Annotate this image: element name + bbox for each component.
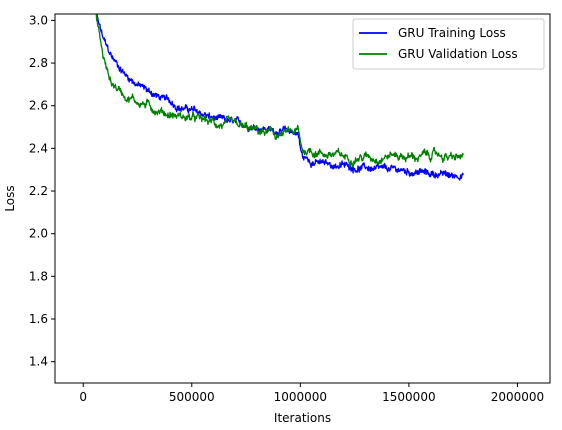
legend: GRU Training Loss GRU Validation Loss (352, 18, 545, 70)
y-tick-label: 3.0 (29, 13, 48, 27)
x-axis: 0 500000 1000000 1500000 2000000 (79, 383, 544, 404)
legend-label-validation: GRU Validation Loss (398, 47, 518, 61)
y-tick-label: 2.0 (29, 227, 48, 241)
series-line-training (95, 14, 464, 181)
y-axis-label: Loss (3, 185, 17, 211)
y-tick-label: 1.6 (29, 312, 48, 326)
y-tick-label: 2.6 (29, 99, 48, 113)
legend-label-training: GRU Training Loss (398, 26, 506, 40)
y-tick-label: 1.4 (29, 355, 48, 369)
legend-box (352, 18, 545, 70)
x-tick-label: 2000000 (491, 390, 544, 404)
y-tick-label: 2.8 (29, 56, 48, 70)
series-line-validation (95, 14, 464, 168)
y-tick-label: 2.4 (29, 141, 48, 155)
y-tick-label: 1.8 (29, 269, 48, 283)
plot-frame (54, 13, 551, 384)
x-tick-label: 1000000 (274, 390, 327, 404)
x-axis-label: Iterations (274, 411, 331, 425)
y-axis: 1.4 1.6 1.8 2.0 2.2 2.4 2.6 2.8 3.0 (29, 13, 55, 369)
x-tick-label: 0 (79, 390, 87, 404)
series-layer (95, 14, 464, 181)
x-tick-label: 1500000 (382, 390, 435, 404)
y-tick-label: 2.2 (29, 184, 48, 198)
x-tick-label: 500000 (169, 390, 215, 404)
